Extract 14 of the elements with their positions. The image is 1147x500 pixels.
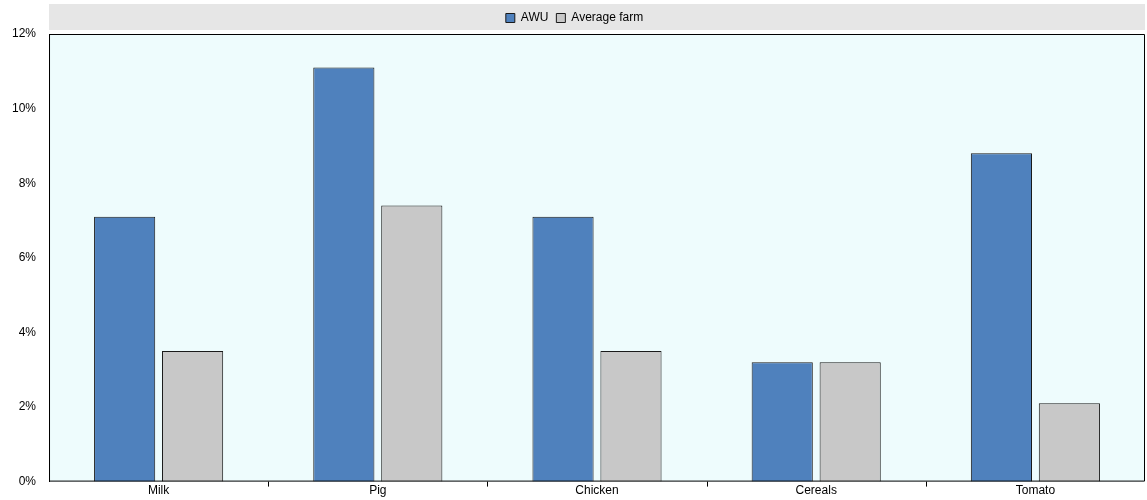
x-tick-label: Tomato — [1015, 483, 1056, 498]
y-tick-label: 6% — [18, 250, 37, 265]
y-tick-label: 2% — [18, 399, 37, 414]
x-tick-label: Milk — [147, 483, 171, 498]
y-tick-label: 0% — [18, 473, 37, 488]
y-tick-label: 4% — [18, 324, 37, 339]
legend-label: Average farm — [571, 10, 644, 25]
y-tick-label: 8% — [18, 175, 37, 190]
y-tick-label: 12% — [11, 26, 37, 41]
x-tick-label: Pig — [369, 483, 387, 498]
y-tick-label: 10% — [11, 100, 37, 115]
x-tick-label: Chicken — [575, 483, 619, 498]
x-tick-label: Cereals — [795, 483, 837, 498]
legend-label: AWU — [520, 10, 549, 25]
